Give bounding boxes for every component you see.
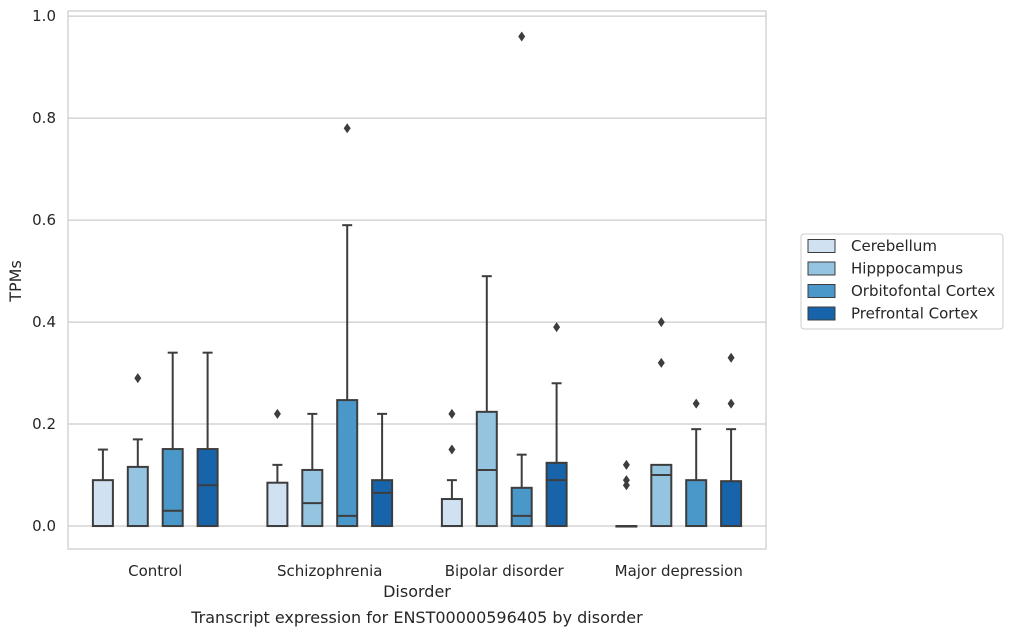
outlier-point (657, 317, 665, 328)
outlier-point (622, 475, 630, 486)
legend-label: Cerebellum (851, 237, 937, 255)
x-tick-labels: Control Schizophrenia Bipolar disorder Majo… (128, 562, 743, 580)
box-body (440, 498, 463, 528)
box-body (126, 465, 149, 528)
legend-label: Orbitofontal Cortex (851, 282, 995, 300)
y-tick-label: 0.2 (32, 415, 56, 433)
x-tick-label: Bipolar disorder (445, 562, 565, 580)
box-body (91, 479, 114, 528)
box-body (720, 480, 743, 528)
box (685, 398, 708, 528)
x-tick-label: Schizophrenia (277, 562, 382, 580)
box (371, 412, 394, 528)
y-tick-label: 0.0 (32, 517, 56, 535)
box-body (510, 486, 533, 528)
y-tick-labels: 0.0 0.2 0.4 0.6 0.8 1.0 (32, 7, 56, 535)
plot-background (68, 11, 766, 549)
legend-label: Prefrontal Cortex (851, 305, 978, 323)
outlier-point (448, 444, 456, 455)
box (650, 317, 673, 528)
outlier-point (273, 408, 281, 419)
y-tick-label: 0.6 (32, 211, 56, 229)
y-tick-label: 0.4 (32, 313, 56, 331)
box-body (161, 448, 184, 528)
box-group-schizophrenia (266, 123, 394, 528)
box-body (475, 410, 498, 528)
x-tick-label: Major depression (615, 562, 743, 580)
box (196, 351, 219, 528)
box (266, 408, 289, 528)
chart-caption: Transcript expression for ENST0000059640… (190, 608, 643, 627)
box-body (266, 481, 289, 528)
box (615, 459, 638, 528)
box-body (371, 479, 394, 528)
box-group-major-depression (615, 317, 743, 528)
box-groups (91, 31, 743, 528)
outlier-point (727, 398, 735, 409)
y-tick-label: 1.0 (32, 7, 56, 25)
plot-frame (67, 10, 767, 550)
box (545, 322, 568, 528)
box (475, 275, 498, 528)
outlier-point (727, 352, 735, 363)
box (301, 412, 324, 528)
legend-swatch (807, 306, 836, 321)
box (510, 31, 533, 528)
legend: Cerebellum Hipppocampus Orbitofontal Corte… (800, 233, 1004, 330)
outlier-point (448, 408, 456, 419)
box (336, 123, 359, 528)
outlier-point (134, 373, 142, 384)
x-axis-label: Disorder (383, 582, 451, 601)
legend-swatch (807, 239, 836, 253)
box-body (545, 461, 568, 528)
box-body (336, 399, 359, 528)
outlier-point (657, 357, 665, 368)
outlier-point (622, 480, 630, 491)
y-axis-label: TPMs (6, 260, 25, 303)
box (91, 448, 114, 528)
outlier-point (692, 398, 700, 409)
box (161, 351, 184, 528)
box (720, 352, 743, 528)
legend-frame (800, 233, 1004, 330)
legend-label: Hipppocampus (851, 260, 963, 278)
box (126, 373, 149, 528)
legend-swatch (807, 261, 836, 276)
box-body (196, 448, 219, 528)
box-group-control (91, 351, 219, 528)
x-tick-label: Control (128, 562, 182, 580)
outlier-point (553, 322, 561, 333)
y-gridlines (68, 15, 766, 527)
outlier-point (343, 123, 351, 134)
y-tick-label: 0.8 (32, 109, 56, 127)
box-group-bipolar-disorder (440, 31, 568, 528)
legend-swatch (807, 284, 836, 298)
box-body (685, 479, 708, 528)
box (440, 408, 463, 528)
box-body (650, 463, 673, 528)
box-body (301, 468, 324, 528)
outlier-point (518, 31, 526, 42)
outlier-point (622, 459, 630, 470)
